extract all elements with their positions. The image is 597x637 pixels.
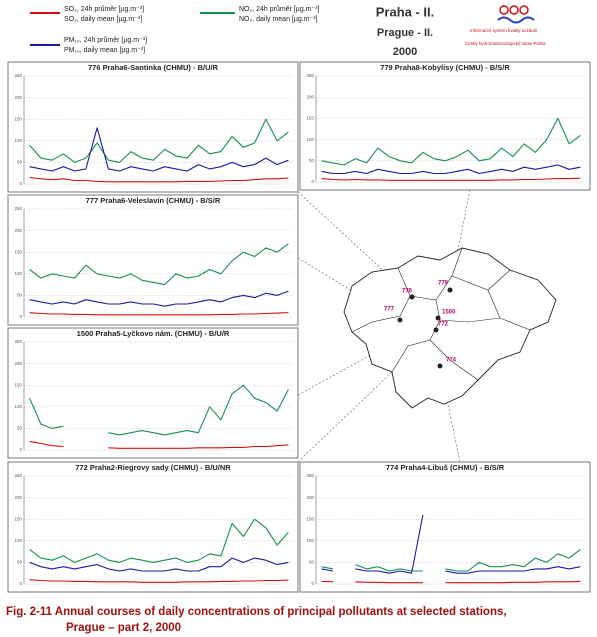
y-tick-label: 0 xyxy=(19,447,22,452)
title-en: Prague - II. xyxy=(377,27,433,39)
station-label: 779 xyxy=(438,281,449,287)
series-line xyxy=(29,440,289,449)
series-line xyxy=(29,176,289,183)
series-line xyxy=(321,514,581,574)
y-tick-label: 150 xyxy=(14,382,22,387)
series-line xyxy=(321,580,581,584)
station-label: 774 xyxy=(446,358,457,364)
y-tick-label: 0 xyxy=(19,181,22,186)
series-line xyxy=(29,290,289,307)
series-line xyxy=(29,243,289,286)
legend-label: SO₂, 24h průměr [µg.m⁻³] xyxy=(64,5,144,13)
y-tick-label: 50 xyxy=(17,293,23,298)
map-stations: 776 779 777 1500 772 774 xyxy=(384,281,457,369)
y-tick-label: 50 xyxy=(17,160,23,165)
y-tick-label: 250 xyxy=(14,73,22,78)
station-label: 772 xyxy=(438,322,449,328)
chart-panel: 772 Praha2-Riegrovy sady (CHMU) - B/U/NR… xyxy=(7,461,299,593)
legend-label: SO₂, daily mean [µg.m⁻³] xyxy=(64,16,142,23)
institute: Informační systém kvality ovzduší xyxy=(470,28,538,33)
legend-label: PM₁₀, 24h průměr [µg.m⁻³] xyxy=(64,36,147,44)
series-line xyxy=(29,127,289,172)
y-tick-label: 150 xyxy=(14,249,22,254)
y-tick-label: 150 xyxy=(14,516,22,521)
y-tick-label: 250 xyxy=(14,473,22,478)
y-tick-label: 250 xyxy=(14,206,22,211)
y-tick-label: 250 xyxy=(306,473,314,478)
series-line xyxy=(29,557,289,572)
series-line xyxy=(29,312,289,316)
y-tick-label: 200 xyxy=(14,495,22,500)
panel-title: 1500 Praha5-Lyčkovo nám. (CHMU) - B/U/R xyxy=(77,329,230,338)
panel-frame xyxy=(7,194,299,326)
legend-label: NO₂, daily mean [µg.m⁻³] xyxy=(239,16,318,23)
map xyxy=(343,247,557,409)
y-tick-label: 50 xyxy=(17,560,23,565)
y-tick-label: 200 xyxy=(14,361,22,366)
series-line xyxy=(29,384,289,436)
panel-frame xyxy=(7,461,299,593)
panel-title: 774 Praha4-Libuš (CHMU) - B/S/R xyxy=(386,463,505,472)
y-tick-label: 100 xyxy=(14,271,22,276)
y-tick-label: 100 xyxy=(14,404,22,409)
logo xyxy=(497,5,535,24)
station-label: 776 xyxy=(402,289,413,295)
panel-frame xyxy=(7,327,299,459)
caption: Fig. 2-11 Annual courses of daily concen… xyxy=(6,606,507,618)
y-tick-label: 100 xyxy=(306,538,314,543)
panel-title: 779 Praha8-Kobylisy (CHMU) - B/S/R xyxy=(380,63,510,72)
station-label: 777 xyxy=(384,307,395,313)
panel-frame xyxy=(7,61,299,193)
caption: Prague – part 2, 2000 xyxy=(66,622,181,634)
institute: Český hydrometeorologický ústav Praha xyxy=(465,40,546,46)
panel-title: 776 Praha6-Santinka (CHMU) - B/U/R xyxy=(88,63,219,72)
series-line xyxy=(321,177,581,181)
series-line xyxy=(29,579,289,583)
station-label: 1500 xyxy=(442,310,456,316)
chart-panel: 776 Praha6-Santinka (CHMU) - B/U/R 0 50 100… xyxy=(7,61,299,193)
title-cz: Praha - II. xyxy=(376,4,435,19)
chart-panel: 1500 Praha5-Lyčkovo nám. (CHMU) - B/U/R 0… xyxy=(7,327,299,459)
y-tick-label: 0 xyxy=(19,581,22,586)
y-tick-label: 0 xyxy=(311,179,314,184)
y-tick-label: 50 xyxy=(309,158,315,163)
chart-panel: 774 Praha4-Libuš (CHMU) - B/S/R 0 50 100 150… xyxy=(299,461,591,593)
y-tick-label: 250 xyxy=(306,73,314,78)
y-tick-label: 0 xyxy=(19,314,22,319)
y-tick-label: 150 xyxy=(306,116,314,121)
series-line xyxy=(321,117,581,166)
y-tick-label: 200 xyxy=(14,228,22,233)
y-tick-label: 200 xyxy=(306,94,314,99)
series-line xyxy=(321,164,581,175)
y-tick-label: 150 xyxy=(14,116,22,121)
legend-label: NO₂, 24h průměr [µg.m⁻³] xyxy=(239,5,320,13)
y-tick-label: 50 xyxy=(17,426,23,431)
legend: SO₂, 24h průměr [µg.m⁻³] SO₂, daily mean… xyxy=(30,5,320,54)
legend-label: PM₁₀, daily mean [µg.m⁻³] xyxy=(64,47,145,54)
panel-title: 777 Praha6-Veleslavín (CHMU) - B/S/R xyxy=(86,196,221,205)
y-tick-label: 100 xyxy=(14,538,22,543)
panel-frame xyxy=(299,461,591,593)
series-line xyxy=(29,118,289,163)
y-tick-label: 100 xyxy=(306,137,314,142)
y-tick-label: 0 xyxy=(311,581,314,586)
y-tick-label: 100 xyxy=(14,138,22,143)
y-tick-label: 150 xyxy=(306,516,314,521)
y-tick-label: 50 xyxy=(309,560,315,565)
year: 2000 xyxy=(393,46,417,58)
series-line xyxy=(29,518,289,563)
chart-panel: 779 Praha8-Kobylisy (CHMU) - B/S/R 0 50 100… xyxy=(299,61,591,191)
y-tick-label: 200 xyxy=(306,495,314,500)
y-tick-label: 200 xyxy=(14,95,22,100)
chart-panel: 777 Praha6-Veleslavín (CHMU) - B/S/R 0 50 1… xyxy=(7,194,299,326)
charts: 776 Praha6-Santinka (CHMU) - B/U/R 0 50 100… xyxy=(7,61,591,593)
panel-frame xyxy=(299,61,591,191)
panel-title: 772 Praha2-Riegrovy sady (CHMU) - B/U/NR xyxy=(75,463,231,472)
y-tick-label: 250 xyxy=(14,339,22,344)
